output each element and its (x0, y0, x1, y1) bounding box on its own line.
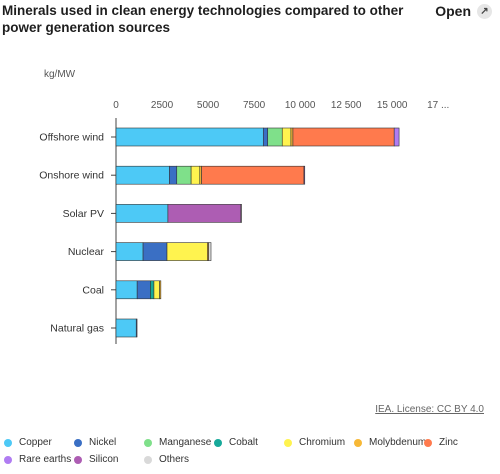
legend-swatch (424, 438, 432, 447)
legend-item[interactable]: Molybdenum (354, 437, 427, 448)
legend-swatch (214, 438, 222, 447)
legend-swatch (4, 438, 12, 447)
legend-label: Manganese (159, 437, 212, 448)
source-link[interactable]: IEA. License: CC BY 4.0 (375, 404, 484, 415)
legend-label: Chromium (299, 437, 346, 448)
bar-segment (142, 242, 168, 261)
bar-segment (240, 204, 242, 223)
bar-segment (169, 165, 178, 185)
legend-item[interactable]: Cobalt (214, 437, 284, 448)
bar-segment (281, 127, 292, 147)
legend-swatch (4, 455, 12, 464)
legend-label: Molybdenum (369, 437, 427, 448)
bar-segment (393, 127, 400, 147)
legend-item[interactable]: Silicon (74, 454, 144, 465)
legend-item[interactable]: Zinc (424, 437, 494, 448)
bar-segment (290, 127, 294, 147)
x-tick-label: 7500 (243, 100, 266, 111)
legend-swatch (284, 438, 292, 447)
legend-swatch (144, 455, 152, 464)
bar-segment (115, 127, 264, 147)
category-label: Natural gas (50, 323, 104, 335)
x-tick-label: 17 ... (427, 100, 449, 111)
legend-label: Rare earths (19, 454, 72, 465)
legend-swatch (144, 438, 152, 447)
expand-arrow-icon: ↗ (477, 3, 492, 19)
bar-segment (208, 242, 212, 261)
legend-item[interactable]: Manganese (144, 437, 214, 448)
legend-label: Others (159, 454, 190, 465)
x-tick-label: 2500 (151, 100, 174, 111)
open-button[interactable]: Open ↗ (435, 3, 492, 19)
legend-label: Nickel (89, 437, 117, 448)
bar-segment (115, 318, 137, 338)
legend-label: Cobalt (229, 437, 258, 448)
bar-segment (153, 280, 160, 300)
bar-segment (262, 127, 269, 147)
bar-segment (303, 165, 306, 185)
bar-segment (115, 280, 138, 300)
category-label: Onshore wind (39, 170, 104, 182)
legend-swatch (354, 438, 362, 447)
category-label: Nuclear (68, 246, 105, 258)
open-label: Open (435, 3, 471, 19)
legend-item[interactable]: Others (144, 454, 214, 465)
chart-title: Minerals used in clean energy technologi… (2, 3, 404, 35)
category-label: Coal (82, 284, 104, 296)
legend-item[interactable]: Copper (4, 437, 74, 448)
legend: Copper Nickel Manganese Cobalt Chromium Molyb… (4, 437, 494, 465)
bar-segment (150, 280, 155, 300)
bar-chart: 0 2500 5000 7500 10 000 12 500 15 000 17 ... Off… (39, 100, 449, 344)
legend-swatch (74, 455, 82, 464)
bar-segment (166, 242, 208, 261)
x-tick-label: 15 000 (377, 100, 408, 111)
x-tick-label: 0 (113, 100, 119, 111)
bar-segment (136, 280, 151, 300)
bar-segment (167, 204, 242, 223)
legend-label: Silicon (89, 454, 119, 465)
x-tick-label: 10 000 (285, 100, 316, 111)
unit-label: kg/MW (44, 69, 76, 80)
legend-swatch (74, 438, 82, 447)
bar-segment (159, 280, 162, 300)
bar-segment (292, 127, 395, 147)
bar-segment (135, 318, 138, 338)
bar-segment (115, 242, 144, 261)
bar-segment (267, 127, 283, 147)
x-tick-label: 5000 (197, 100, 220, 111)
category-label: Solar PV (63, 208, 104, 220)
legend-item[interactable]: Chromium (284, 437, 354, 448)
bar-segment (115, 165, 170, 185)
bar-segment (201, 165, 305, 185)
legend-item[interactable]: Rare earths (4, 454, 74, 465)
bar-segment (115, 204, 169, 223)
bar-segment (176, 165, 192, 185)
legend-label: Zinc (439, 437, 458, 448)
bar-segment (190, 165, 201, 185)
category-label: Offshore wind (39, 132, 104, 144)
legend-item[interactable]: Nickel (74, 437, 144, 448)
legend-label: Copper (19, 437, 52, 448)
x-tick-label: 12 500 (331, 100, 362, 111)
